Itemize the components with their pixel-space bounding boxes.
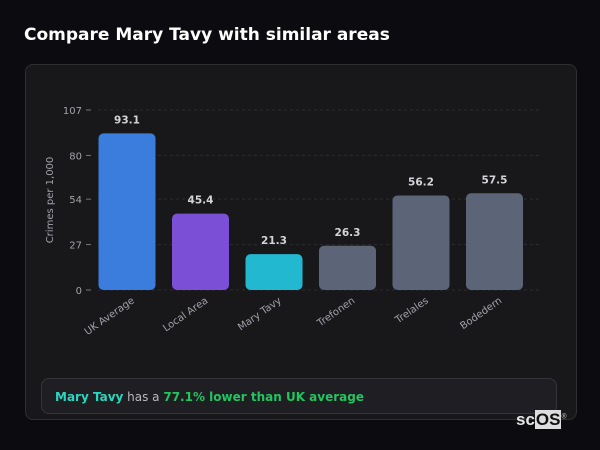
bar bbox=[466, 193, 523, 290]
bar bbox=[392, 195, 450, 290]
y-tick-label: 107 bbox=[63, 106, 82, 117]
y-tick-label: 0 bbox=[76, 286, 82, 297]
summary-area: Mary Tavy bbox=[55, 390, 124, 404]
summary-text: has a bbox=[123, 390, 164, 404]
data-label: 56.2 bbox=[408, 176, 434, 188]
y-tick-label: 27 bbox=[69, 241, 82, 252]
data-label: 93.1 bbox=[114, 114, 140, 126]
x-tick-label: Trefonen bbox=[315, 295, 357, 329]
x-tick-label: Local Area bbox=[161, 295, 210, 334]
summary-comparison: 77.1% lower than UK average bbox=[163, 390, 364, 404]
y-tick-label: 54 bbox=[69, 195, 82, 206]
data-label: 57.5 bbox=[482, 174, 508, 186]
x-tick-label: UK Average bbox=[83, 295, 137, 337]
bar bbox=[172, 213, 229, 290]
y-axis-label: Crimes per 1,000 bbox=[45, 157, 56, 244]
bar bbox=[98, 133, 156, 290]
bar bbox=[319, 245, 376, 290]
bar bbox=[245, 254, 303, 290]
y-tick-label: 80 bbox=[69, 151, 82, 162]
x-tick-label: Bodedern bbox=[458, 295, 504, 332]
data-label: 21.3 bbox=[261, 235, 287, 247]
x-tick-label: Trelales bbox=[393, 295, 431, 326]
summary-box: Mary Tavy has a 77.1% lower than UK aver… bbox=[41, 378, 557, 414]
data-label: 45.4 bbox=[188, 195, 214, 207]
logo: scOS® bbox=[516, 410, 567, 429]
data-label: 26.3 bbox=[335, 227, 361, 239]
x-tick-label: Mary Tavy bbox=[236, 295, 284, 333]
page-title: Compare Mary Tavy with similar areas bbox=[24, 25, 390, 45]
